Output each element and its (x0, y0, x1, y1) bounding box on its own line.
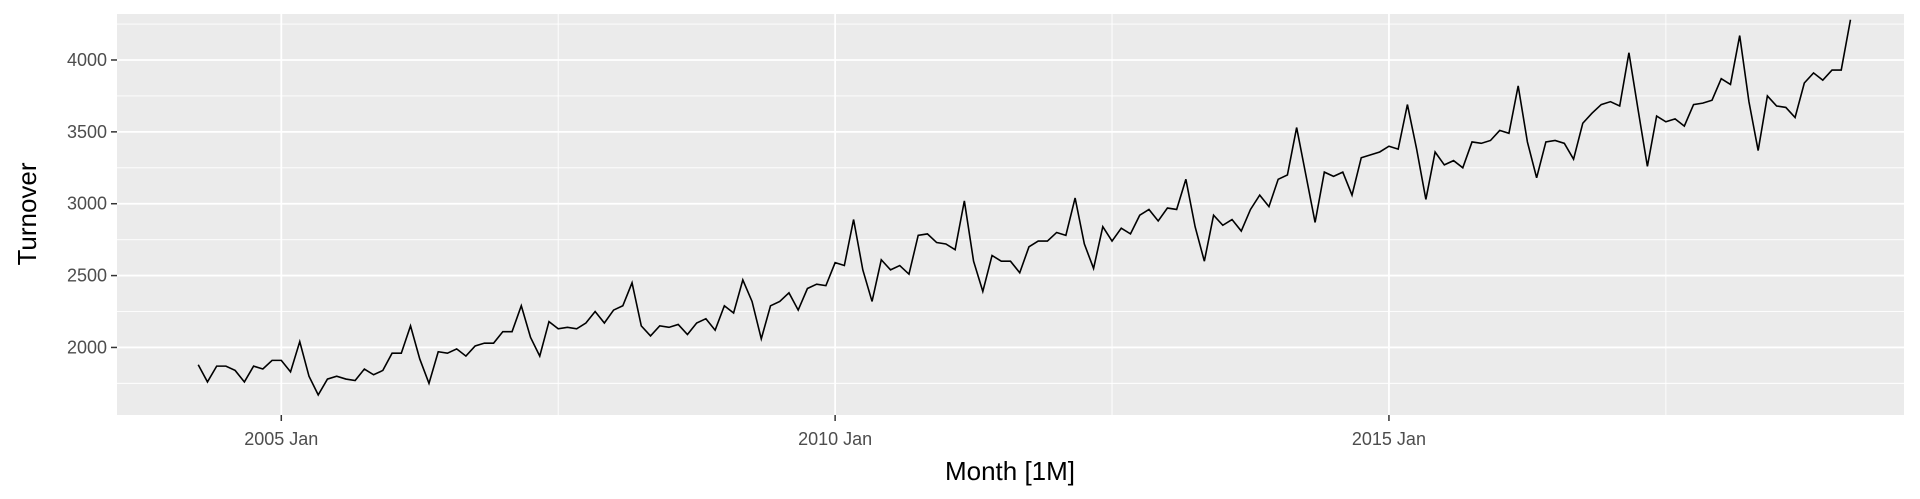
major-gridlines (117, 14, 1904, 415)
y-axis-title: Turnover (12, 162, 42, 265)
x-tick-label-1: 2010 Jan (798, 429, 872, 449)
y-tick-label-2500: 2500 (67, 266, 107, 286)
y-tick-label-4000: 4000 (67, 50, 107, 70)
y-tick-label-3500: 3500 (67, 122, 107, 142)
minor-gridlines (117, 14, 1904, 415)
y-axis-tick-labels: 2000 2500 3000 3500 4000 (67, 50, 107, 357)
x-tick-label-2: 2015 Jan (1352, 429, 1426, 449)
axis-ticks (111, 59, 1390, 421)
y-tick-label-3000: 3000 (67, 194, 107, 214)
x-tick-label-0: 2005 Jan (244, 429, 318, 449)
y-tick-label-2000: 2000 (67, 337, 107, 357)
plot-panel (117, 14, 1904, 415)
x-axis-tick-labels: 2005 Jan 2010 Jan 2015 Jan (244, 429, 1426, 449)
turnover-series-line (197, 19, 1852, 397)
x-axis-title: Month [1M] (945, 456, 1075, 486)
